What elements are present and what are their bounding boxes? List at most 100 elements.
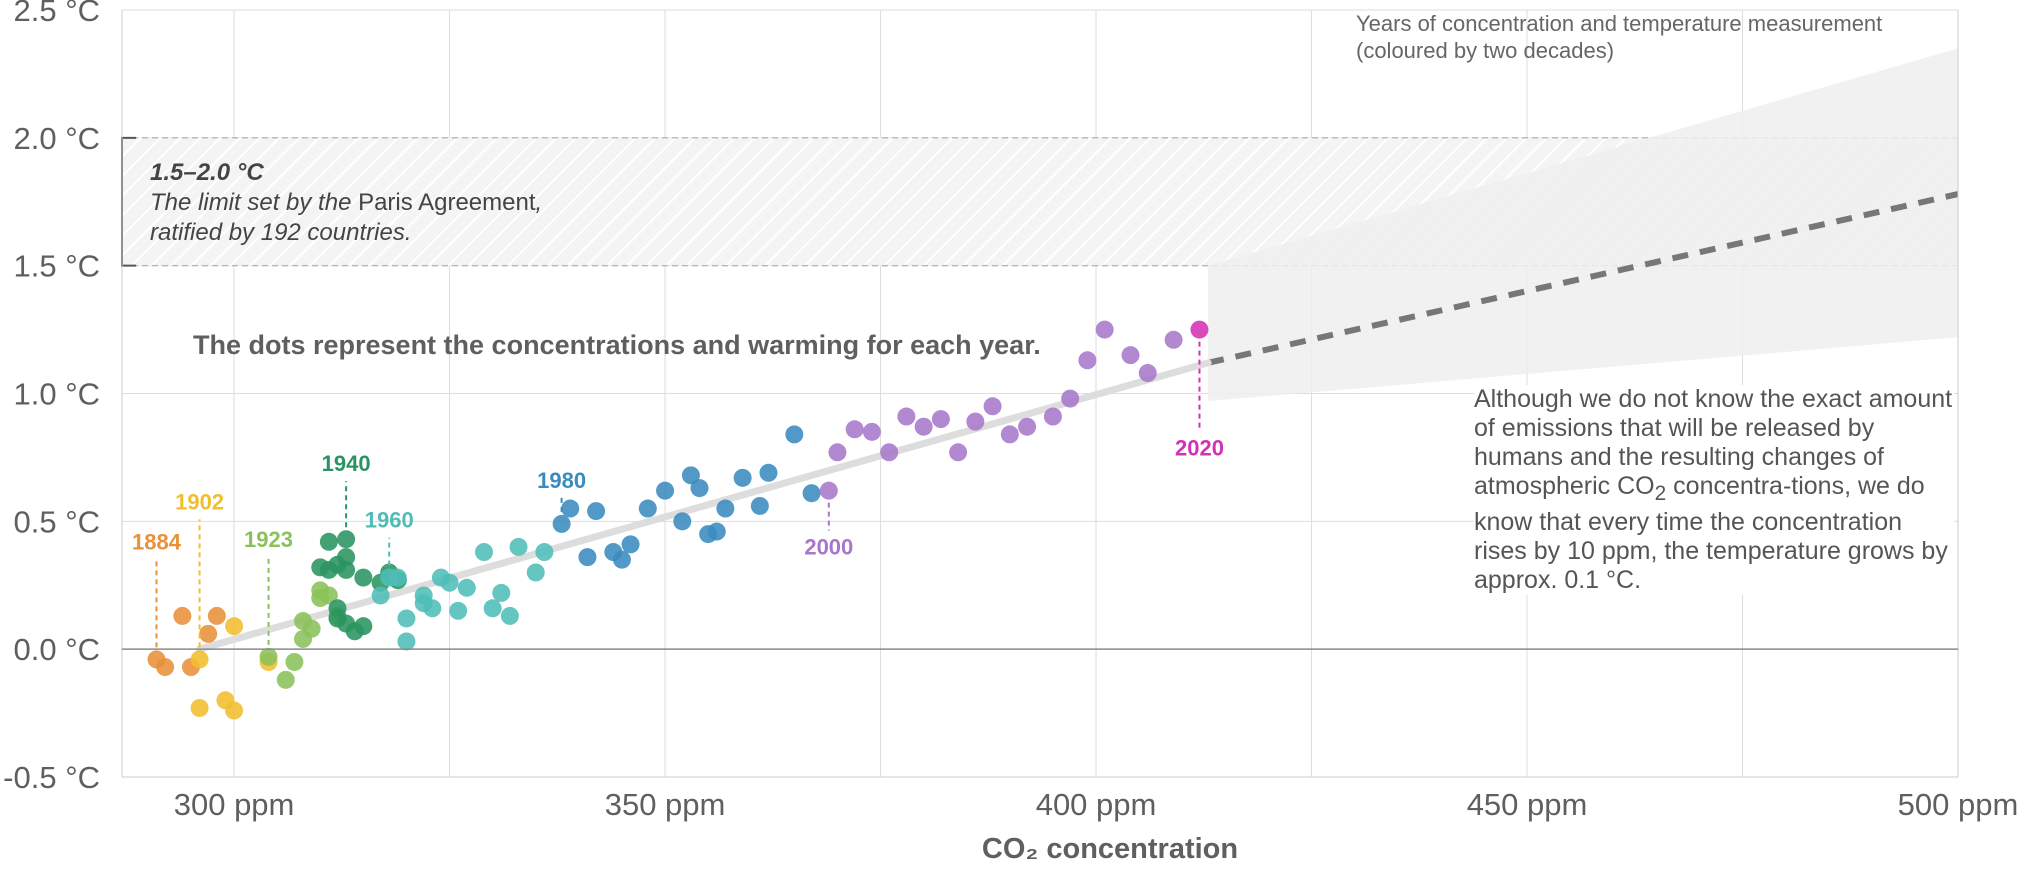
data-point <box>199 624 218 643</box>
data-point <box>440 573 459 592</box>
legend-note-line1: Years of concentration and temperature m… <box>1356 11 1883 36</box>
dots-explanation: The dots represent the concentrations an… <box>193 330 1041 360</box>
data-point <box>328 599 347 618</box>
data-point <box>371 586 390 605</box>
data-point <box>397 609 416 628</box>
trend-line <box>196 359 1212 653</box>
year-label: 1923 <box>244 527 293 552</box>
data-point <box>638 499 657 518</box>
x-tick-label: 450 ppm <box>1467 787 1588 822</box>
data-point <box>983 397 1002 416</box>
projection-wedge <box>1208 48 1958 402</box>
x-tick-label: 500 ppm <box>1898 787 2019 822</box>
data-point <box>1095 320 1114 339</box>
data-point <box>1138 364 1157 383</box>
paris-line2: ratified by 192 countries. <box>150 219 412 246</box>
data-point <box>587 502 606 521</box>
data-point <box>423 599 442 618</box>
data-point <box>475 543 494 562</box>
data-point <box>733 468 752 487</box>
data-point <box>526 563 545 582</box>
data-point <box>535 543 554 562</box>
data-point <box>802 484 821 503</box>
data-point <box>966 412 985 431</box>
data-point <box>302 619 321 638</box>
data-point <box>845 420 864 439</box>
data-point <box>1190 320 1209 339</box>
explain-post: concentra-tions, we do know that every t… <box>1474 472 1948 594</box>
explain-sub: 2 <box>1654 482 1667 505</box>
data-point <box>785 425 804 444</box>
x-tick-label: 400 ppm <box>1036 787 1157 822</box>
data-point <box>897 407 916 426</box>
data-point <box>862 422 881 441</box>
paris-line1: The limit set by the Paris Agreement, <box>150 188 710 218</box>
paris-text-pre: The limit set by the <box>150 189 359 216</box>
data-point <box>1061 389 1080 408</box>
year-label: 1940 <box>322 451 371 476</box>
data-point <box>819 481 838 500</box>
data-point <box>949 443 968 462</box>
data-point <box>173 606 192 625</box>
data-point <box>750 496 769 515</box>
data-point <box>414 586 433 605</box>
data-point <box>388 568 407 587</box>
data-point <box>1018 417 1037 436</box>
x-tick-label: 300 ppm <box>174 787 295 822</box>
data-point <box>1164 330 1183 349</box>
paris-range: 1.5–2.0 °C <box>150 159 264 186</box>
data-point <box>259 647 278 666</box>
data-point <box>509 537 528 556</box>
paris-agreement-name: Paris Agreement <box>358 189 536 216</box>
data-point <box>190 698 209 717</box>
data-point <box>621 535 640 554</box>
data-point <box>354 617 373 636</box>
data-point <box>457 578 476 597</box>
legend-note-line2: (coloured by two decades) <box>1356 38 1615 63</box>
data-point <box>337 548 356 567</box>
data-point <box>612 550 631 569</box>
data-point <box>483 599 502 618</box>
data-point <box>759 463 778 482</box>
data-point <box>156 658 175 677</box>
x-axis-title-text: CO₂ concentration <box>982 833 1238 865</box>
data-point <box>449 601 468 620</box>
x-axis-title: CO₂ concentration <box>982 833 1238 865</box>
data-points <box>147 320 1209 720</box>
data-point <box>828 443 847 462</box>
data-point <box>354 568 373 587</box>
data-point <box>492 583 511 602</box>
data-point <box>1121 346 1140 365</box>
year-label: 1884 <box>132 529 182 554</box>
y-tick-label: 2.5 °C <box>14 0 101 28</box>
x-tick-label: 350 ppm <box>605 787 726 822</box>
data-point <box>561 499 580 518</box>
year-label: 1980 <box>537 468 586 493</box>
data-point <box>397 632 416 651</box>
paris-agreement-note: 1.5–2.0 °C The limit set by the Paris Ag… <box>150 158 710 248</box>
data-point <box>1043 407 1062 426</box>
data-point <box>578 548 597 567</box>
y-tick-label: 1.5 °C <box>14 249 101 284</box>
data-point <box>225 617 244 636</box>
data-point <box>716 499 735 518</box>
y-tick-label: 1.0 °C <box>14 377 101 412</box>
year-label: 2000 <box>804 535 853 560</box>
data-point <box>1000 425 1019 444</box>
data-point <box>225 701 244 720</box>
y-tick-label: 0.0 °C <box>14 632 101 667</box>
paris-text-post: , <box>535 189 543 216</box>
data-point <box>285 652 304 671</box>
data-point <box>914 417 933 436</box>
data-point <box>673 512 692 531</box>
y-tick-label: -0.5 °C <box>3 760 100 795</box>
data-point <box>880 443 899 462</box>
year-label: 1902 <box>175 489 224 514</box>
data-point <box>931 410 950 429</box>
y-tick-label: 0.5 °C <box>14 504 101 539</box>
data-point <box>690 479 709 498</box>
data-point <box>276 670 295 689</box>
year-label: 1960 <box>365 508 414 533</box>
data-point <box>656 481 675 500</box>
